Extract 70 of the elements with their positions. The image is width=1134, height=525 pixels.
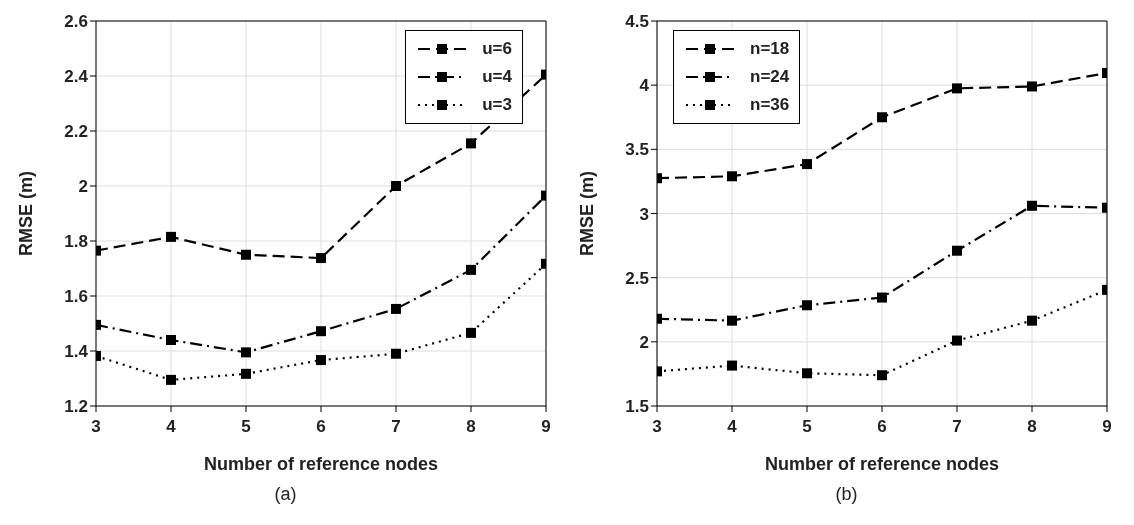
point bbox=[391, 303, 401, 314]
x-axis-title: Number of reference nodes bbox=[203, 454, 439, 474]
y-tick-label: 3.5 bbox=[625, 140, 649, 160]
x-axis-title: Number of reference nodes bbox=[764, 454, 1000, 474]
y-tick-label: 1.5 bbox=[625, 397, 649, 417]
x-tick-label: 7 bbox=[391, 417, 401, 437]
x-tick-label: 4 bbox=[727, 417, 738, 437]
point bbox=[727, 360, 737, 371]
point bbox=[952, 83, 962, 94]
point bbox=[727, 315, 737, 326]
x-tick-label: 8 bbox=[1027, 417, 1037, 437]
point bbox=[391, 181, 401, 191]
y-tick-label: 2.4 bbox=[64, 67, 89, 87]
y-axis-title: RMSE (m) bbox=[16, 171, 37, 256]
point bbox=[802, 159, 812, 170]
point bbox=[241, 249, 251, 260]
point bbox=[166, 374, 176, 385]
y-tick-label: 4 bbox=[639, 76, 650, 96]
point bbox=[1027, 315, 1037, 326]
legend-label: n=18 bbox=[750, 39, 790, 59]
y-tick-label: 3 bbox=[639, 204, 649, 224]
point bbox=[1027, 81, 1037, 92]
x-tick-label: 5 bbox=[802, 417, 812, 437]
legend-label: n=24 bbox=[750, 67, 790, 87]
point bbox=[241, 368, 251, 379]
point bbox=[316, 326, 326, 337]
point bbox=[466, 327, 476, 338]
x-tick-label: 5 bbox=[241, 417, 251, 437]
point bbox=[466, 138, 476, 149]
point bbox=[1027, 200, 1037, 211]
point bbox=[802, 368, 812, 379]
text: (a) bbox=[273, 484, 298, 505]
point bbox=[316, 253, 326, 264]
point bbox=[952, 245, 962, 256]
y-tick-label: 1.4 bbox=[64, 342, 89, 362]
y-tick-label: 2 bbox=[78, 177, 88, 197]
point bbox=[877, 112, 887, 123]
point bbox=[877, 292, 887, 303]
x-tick-label: 6 bbox=[877, 417, 887, 437]
x-tick-label: 9 bbox=[1102, 417, 1112, 437]
x-tick-label: 9 bbox=[541, 417, 551, 437]
point bbox=[466, 264, 476, 275]
legend-label: u=3 bbox=[482, 95, 512, 115]
y-tick-label: 1.6 bbox=[64, 287, 88, 307]
point bbox=[316, 355, 326, 366]
point bbox=[877, 370, 887, 381]
point bbox=[727, 171, 737, 182]
point bbox=[166, 335, 176, 345]
point bbox=[802, 300, 812, 311]
x-tick-label: 8 bbox=[466, 417, 476, 437]
y-tick-label: 4.5 bbox=[625, 12, 649, 32]
point bbox=[241, 347, 251, 358]
point bbox=[952, 335, 962, 346]
y-tick-label: 1.8 bbox=[64, 232, 88, 252]
x-tick-label: 7 bbox=[952, 417, 962, 437]
y-tick-label: 2 bbox=[639, 332, 649, 352]
x-tick-label: 3 bbox=[652, 417, 662, 437]
text: (b) bbox=[834, 484, 859, 505]
y-tick-label: 2.5 bbox=[625, 268, 649, 288]
legend-label: n=36 bbox=[750, 95, 790, 115]
x-tick-label: 4 bbox=[166, 417, 177, 437]
y-tick-label: 2.2 bbox=[64, 122, 88, 142]
x-tick-label: 6 bbox=[316, 417, 326, 437]
legend-label: u=6 bbox=[482, 39, 512, 59]
legend-label: u=4 bbox=[482, 67, 512, 87]
point bbox=[166, 231, 176, 242]
point bbox=[391, 348, 401, 359]
y-tick-label: 2.6 bbox=[64, 12, 88, 32]
y-axis-title: RMSE (m) bbox=[577, 171, 598, 256]
y-tick-label: 1.2 bbox=[64, 397, 88, 417]
